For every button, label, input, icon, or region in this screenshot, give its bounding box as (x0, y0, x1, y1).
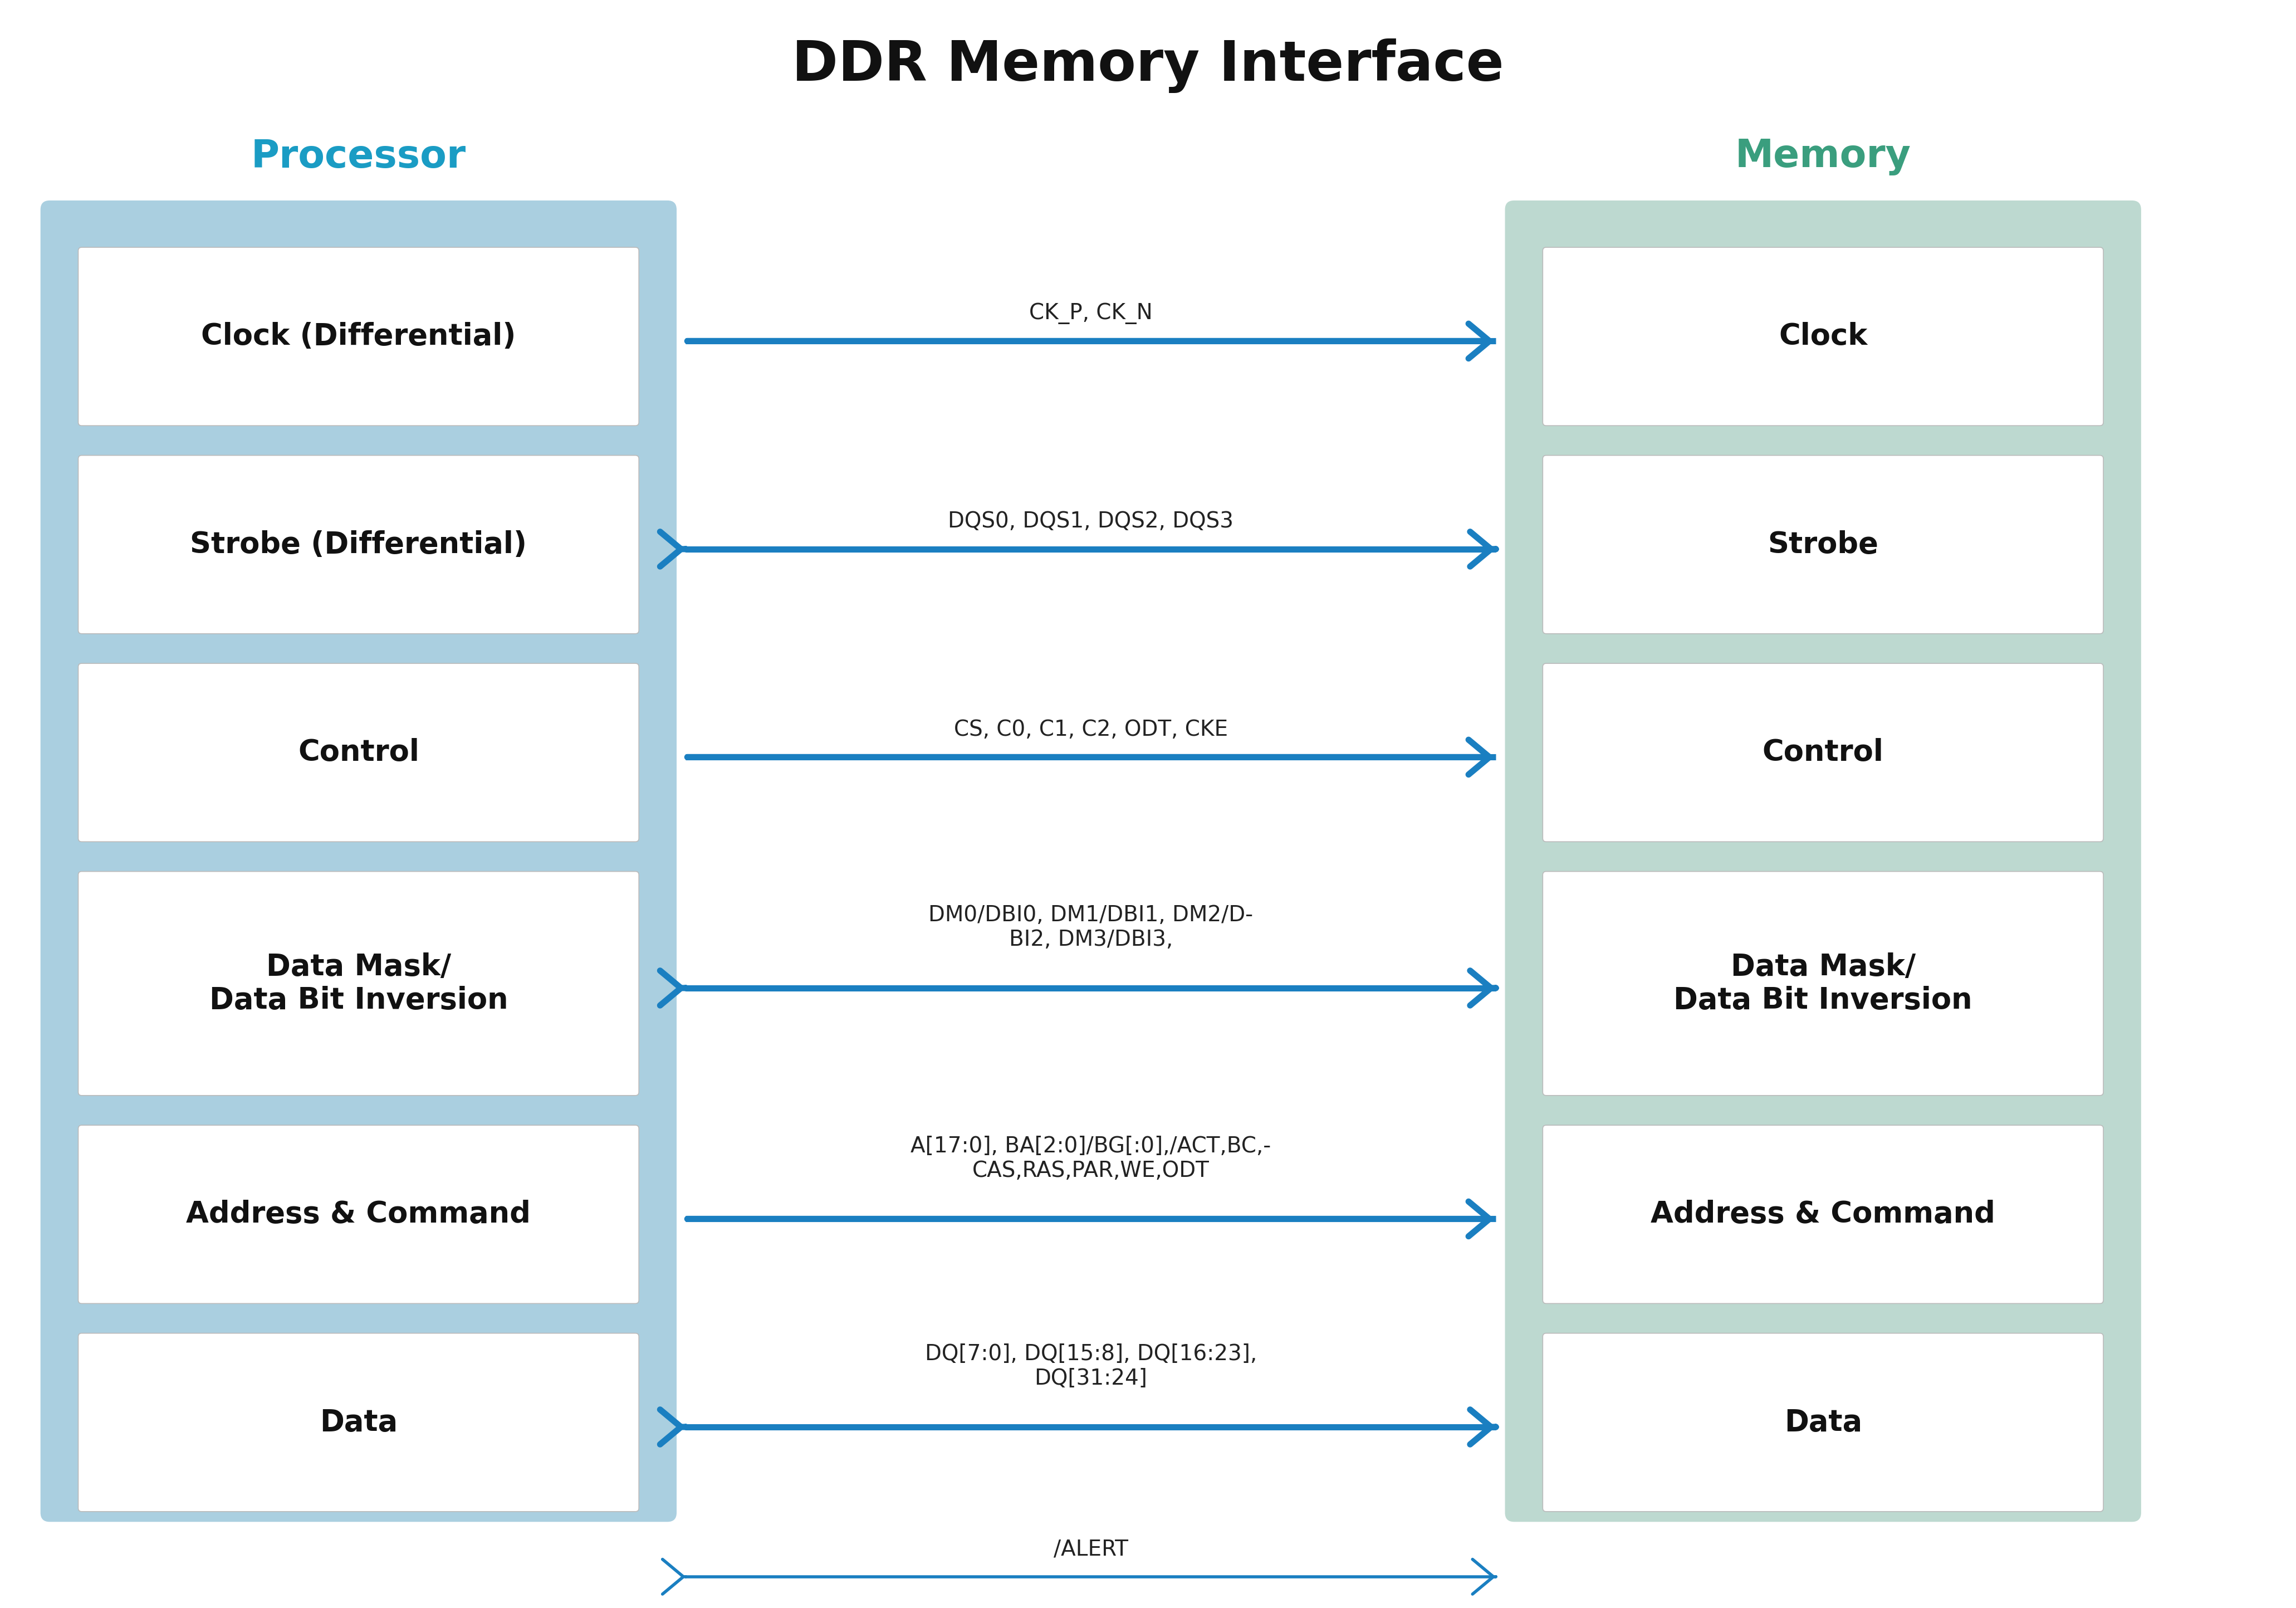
FancyBboxPatch shape (41, 201, 677, 1521)
FancyBboxPatch shape (78, 872, 638, 1095)
Text: Strobe (Differential): Strobe (Differential) (191, 531, 528, 560)
FancyBboxPatch shape (78, 248, 638, 426)
FancyBboxPatch shape (78, 664, 638, 841)
Text: Address & Command: Address & Command (186, 1200, 530, 1229)
FancyBboxPatch shape (1543, 455, 2103, 634)
Text: DQS0, DQS1, DQS2, DQS3: DQS0, DQS1, DQS2, DQS3 (948, 511, 1233, 532)
Text: DQ[7:0], DQ[15:8], DQ[16:23],
DQ[31:24]: DQ[7:0], DQ[15:8], DQ[16:23], DQ[31:24] (925, 1344, 1256, 1389)
Text: Processor: Processor (250, 138, 466, 175)
Text: CK_P, CK_N: CK_P, CK_N (1029, 302, 1153, 323)
FancyBboxPatch shape (1543, 664, 2103, 841)
Text: Clock (Differential): Clock (Differential) (202, 322, 517, 351)
FancyBboxPatch shape (78, 1126, 638, 1304)
Text: Strobe: Strobe (1768, 531, 1878, 560)
Text: Control: Control (1763, 738, 1883, 767)
FancyBboxPatch shape (78, 455, 638, 634)
Text: Control: Control (298, 738, 420, 767)
FancyBboxPatch shape (1543, 1333, 2103, 1512)
Text: Data: Data (319, 1409, 397, 1438)
Text: DDR Memory Interface: DDR Memory Interface (792, 39, 1504, 93)
Text: Data Mask/
Data Bit Inversion: Data Mask/ Data Bit Inversion (1674, 952, 1972, 1015)
Text: Address & Command: Address & Command (1651, 1200, 1995, 1229)
Text: Memory: Memory (1736, 138, 1910, 175)
FancyBboxPatch shape (1504, 201, 2142, 1521)
Text: Clock: Clock (1779, 322, 1867, 351)
FancyBboxPatch shape (1543, 872, 2103, 1095)
Text: DM0/DBI0, DM1/DBI1, DM2/D-
BI2, DM3/DBI3,: DM0/DBI0, DM1/DBI1, DM2/D- BI2, DM3/DBI3… (928, 905, 1254, 950)
Text: CS, C0, C1, C2, ODT, CKE: CS, C0, C1, C2, ODT, CKE (953, 719, 1228, 740)
Text: Data Mask/
Data Bit Inversion: Data Mask/ Data Bit Inversion (209, 952, 507, 1015)
Text: /ALERT: /ALERT (1054, 1539, 1127, 1560)
FancyBboxPatch shape (1543, 248, 2103, 426)
FancyBboxPatch shape (1543, 1126, 2103, 1304)
Text: A[17:0], BA[2:0]/BG[:0],/ACT,BC,-
CAS,RAS,PAR,WE,ODT: A[17:0], BA[2:0]/BG[:0],/ACT,BC,- CAS,RA… (912, 1135, 1272, 1182)
FancyBboxPatch shape (78, 1333, 638, 1512)
Text: Data: Data (1784, 1409, 1862, 1438)
